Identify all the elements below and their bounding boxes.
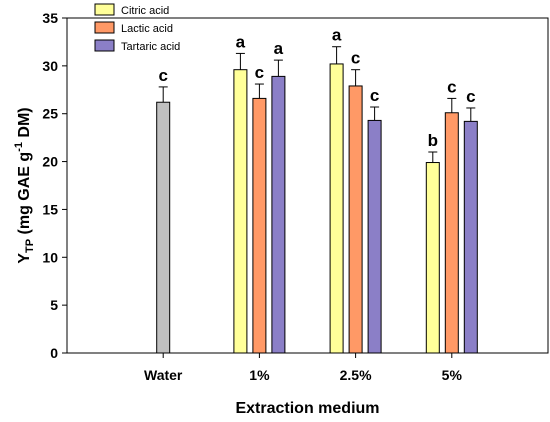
y-tick-label: 15 <box>42 201 58 217</box>
y-tick-label: 10 <box>42 249 58 265</box>
y-tick-label: 30 <box>42 58 58 74</box>
x-axis-title: Extraction medium <box>235 400 379 417</box>
bar <box>463 120 478 354</box>
y-tick-label: 20 <box>42 154 58 170</box>
legend-swatch <box>94 39 115 52</box>
x-tick-label: 2.5% <box>340 367 372 383</box>
legend-swatch <box>94 3 115 16</box>
bar <box>367 119 382 354</box>
significance-letter: c <box>370 86 379 105</box>
x-tick-label: Water <box>144 367 183 383</box>
bar <box>348 85 363 354</box>
bar <box>329 63 344 354</box>
bar <box>425 162 440 354</box>
bar <box>233 69 248 354</box>
x-tick-label: 1% <box>249 367 270 383</box>
plot-area <box>66 17 549 354</box>
y-axis-title-main: Y <box>16 253 33 264</box>
significance-letter: a <box>236 32 246 51</box>
significance-letter: c <box>447 77 456 96</box>
significance-letter: a <box>332 26 342 45</box>
significance-letter: c <box>158 66 167 85</box>
bar <box>156 101 171 354</box>
y-axis-title: YTP (mg GAE g-1 DM) <box>13 107 36 263</box>
significance-letter: b <box>428 131 438 150</box>
bar <box>271 75 286 354</box>
x-axis: Water 1% 2.5% 5% <box>144 353 462 383</box>
legend: Citric acid Lactic acid Tartaric acid <box>94 3 180 53</box>
y-axis-title-unit-pre: (mg GAE g <box>16 152 33 239</box>
legend-label: Lactic acid <box>121 23 173 35</box>
legend-label: Tartaric acid <box>121 41 180 53</box>
significance-letter: a <box>274 39 284 58</box>
y-axis-title-superscript: -1 <box>13 142 25 152</box>
bar <box>252 97 267 354</box>
legend-swatch <box>94 21 115 34</box>
y-axis-title-subscript: TP <box>24 239 36 253</box>
bar <box>444 112 459 354</box>
y-tick-label: 0 <box>50 345 58 361</box>
y-tick-label: 5 <box>50 297 58 313</box>
y-axis-title-unit-post: DM) <box>16 107 33 142</box>
plot-frame <box>66 17 549 354</box>
x-tick-label: 5% <box>442 367 463 383</box>
significance-letter: c <box>466 87 475 106</box>
significance-letter: c <box>351 49 360 68</box>
significance-letter: c <box>255 63 264 82</box>
legend-label: Citric acid <box>121 5 169 17</box>
y-tick-label: 25 <box>42 106 58 122</box>
y-tick-label: 35 <box>42 10 58 26</box>
y-axis: 0 5 10 15 20 25 30 35 <box>42 10 67 361</box>
